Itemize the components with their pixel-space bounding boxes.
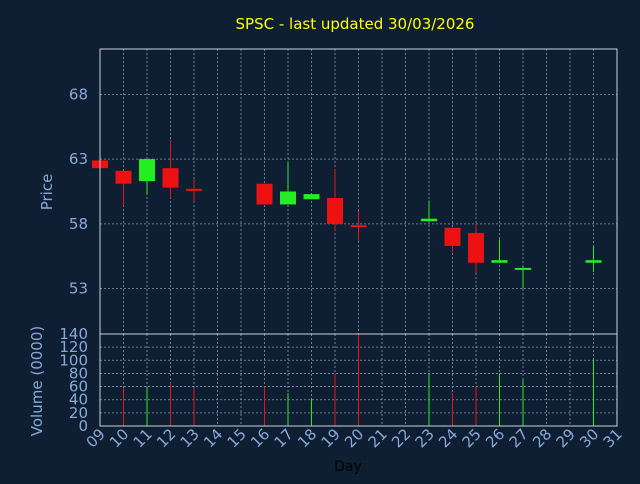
price-axis-label: Price <box>38 174 56 211</box>
volume-tick-label: 20 <box>69 404 88 422</box>
candle <box>515 266 531 289</box>
x-tick-label: 11 <box>130 425 156 451</box>
candle <box>421 200 437 222</box>
candle-body <box>421 218 437 222</box>
candle <box>327 169 343 231</box>
x-tick-label: 28 <box>529 425 555 451</box>
x-tick-label: 14 <box>200 425 226 451</box>
candle <box>468 223 484 274</box>
x-axis-label: Day <box>334 459 362 475</box>
candle-body <box>515 267 531 270</box>
candle <box>115 170 132 206</box>
candle <box>256 183 273 205</box>
x-tick-label: 18 <box>294 425 320 451</box>
candle <box>303 194 320 200</box>
candle-body <box>350 225 367 228</box>
x-ticks: 0910111213141516171819202122232425262728… <box>83 425 626 451</box>
x-tick-label: 25 <box>459 425 485 451</box>
volume-tick-label: 40 <box>69 391 88 409</box>
x-tick-label: 21 <box>365 425 391 451</box>
volume-tick-label: 120 <box>59 338 88 356</box>
volume-tick-label: 140 <box>59 325 88 343</box>
candle-body <box>139 159 155 182</box>
candle <box>280 163 296 205</box>
volume-tick-label: 60 <box>69 378 88 396</box>
x-tick-label: 30 <box>576 425 602 451</box>
candle-body <box>491 260 508 263</box>
x-tick-label: 27 <box>506 425 532 451</box>
candle <box>491 239 508 263</box>
x-tick-label: 23 <box>412 425 438 451</box>
candle <box>186 178 202 202</box>
volume-tick-label: 80 <box>69 364 88 382</box>
candle-body <box>115 170 132 184</box>
x-tick-label: 20 <box>341 425 367 451</box>
x-tick-label: 15 <box>224 425 250 451</box>
x-tick-label: 22 <box>388 425 414 451</box>
candle-body <box>280 191 296 205</box>
price-y-ticks: 53 58 63 68 <box>69 85 88 297</box>
candle <box>444 227 461 253</box>
candle-body <box>303 194 320 200</box>
candle-body <box>186 188 202 191</box>
price-tick-label: 63 <box>69 150 88 168</box>
volume-axis-label: Volume (0000) <box>28 326 46 436</box>
volume-tick-label: 0 <box>78 417 88 435</box>
price-tick-label: 53 <box>69 280 88 298</box>
x-tick-label: 26 <box>482 425 508 451</box>
volume-tick-label: 100 <box>59 351 88 369</box>
candle <box>350 210 367 241</box>
candle-body <box>468 232 484 263</box>
candles <box>92 139 602 289</box>
chart-title: SPSC - last updated 30/03/2026 <box>236 15 475 33</box>
x-tick-label: 29 <box>553 425 579 451</box>
x-tick-label: 17 <box>271 425 297 451</box>
x-tick-label: 19 <box>318 425 344 451</box>
x-tick-label: 13 <box>177 425 203 451</box>
x-tick-label: 24 <box>435 425 461 451</box>
price-tick-label: 58 <box>69 215 88 233</box>
price-panel-frame <box>99 48 618 335</box>
candle-body <box>256 183 273 205</box>
candle <box>585 245 602 272</box>
x-tick-label: 10 <box>106 425 132 451</box>
candle-body <box>327 197 343 224</box>
candle <box>139 159 155 195</box>
x-tick-label: 31 <box>600 425 626 451</box>
volume-bars <box>123 334 594 426</box>
candle <box>162 139 179 198</box>
candle-body <box>162 168 179 188</box>
x-tick-label: 12 <box>153 425 179 451</box>
candle-body <box>444 227 461 246</box>
volume-panel-frame <box>99 333 618 427</box>
candle-body <box>585 260 602 263</box>
price-grid <box>99 49 618 334</box>
price-tick-label: 68 <box>69 85 88 103</box>
x-tick-label: 16 <box>247 425 273 451</box>
